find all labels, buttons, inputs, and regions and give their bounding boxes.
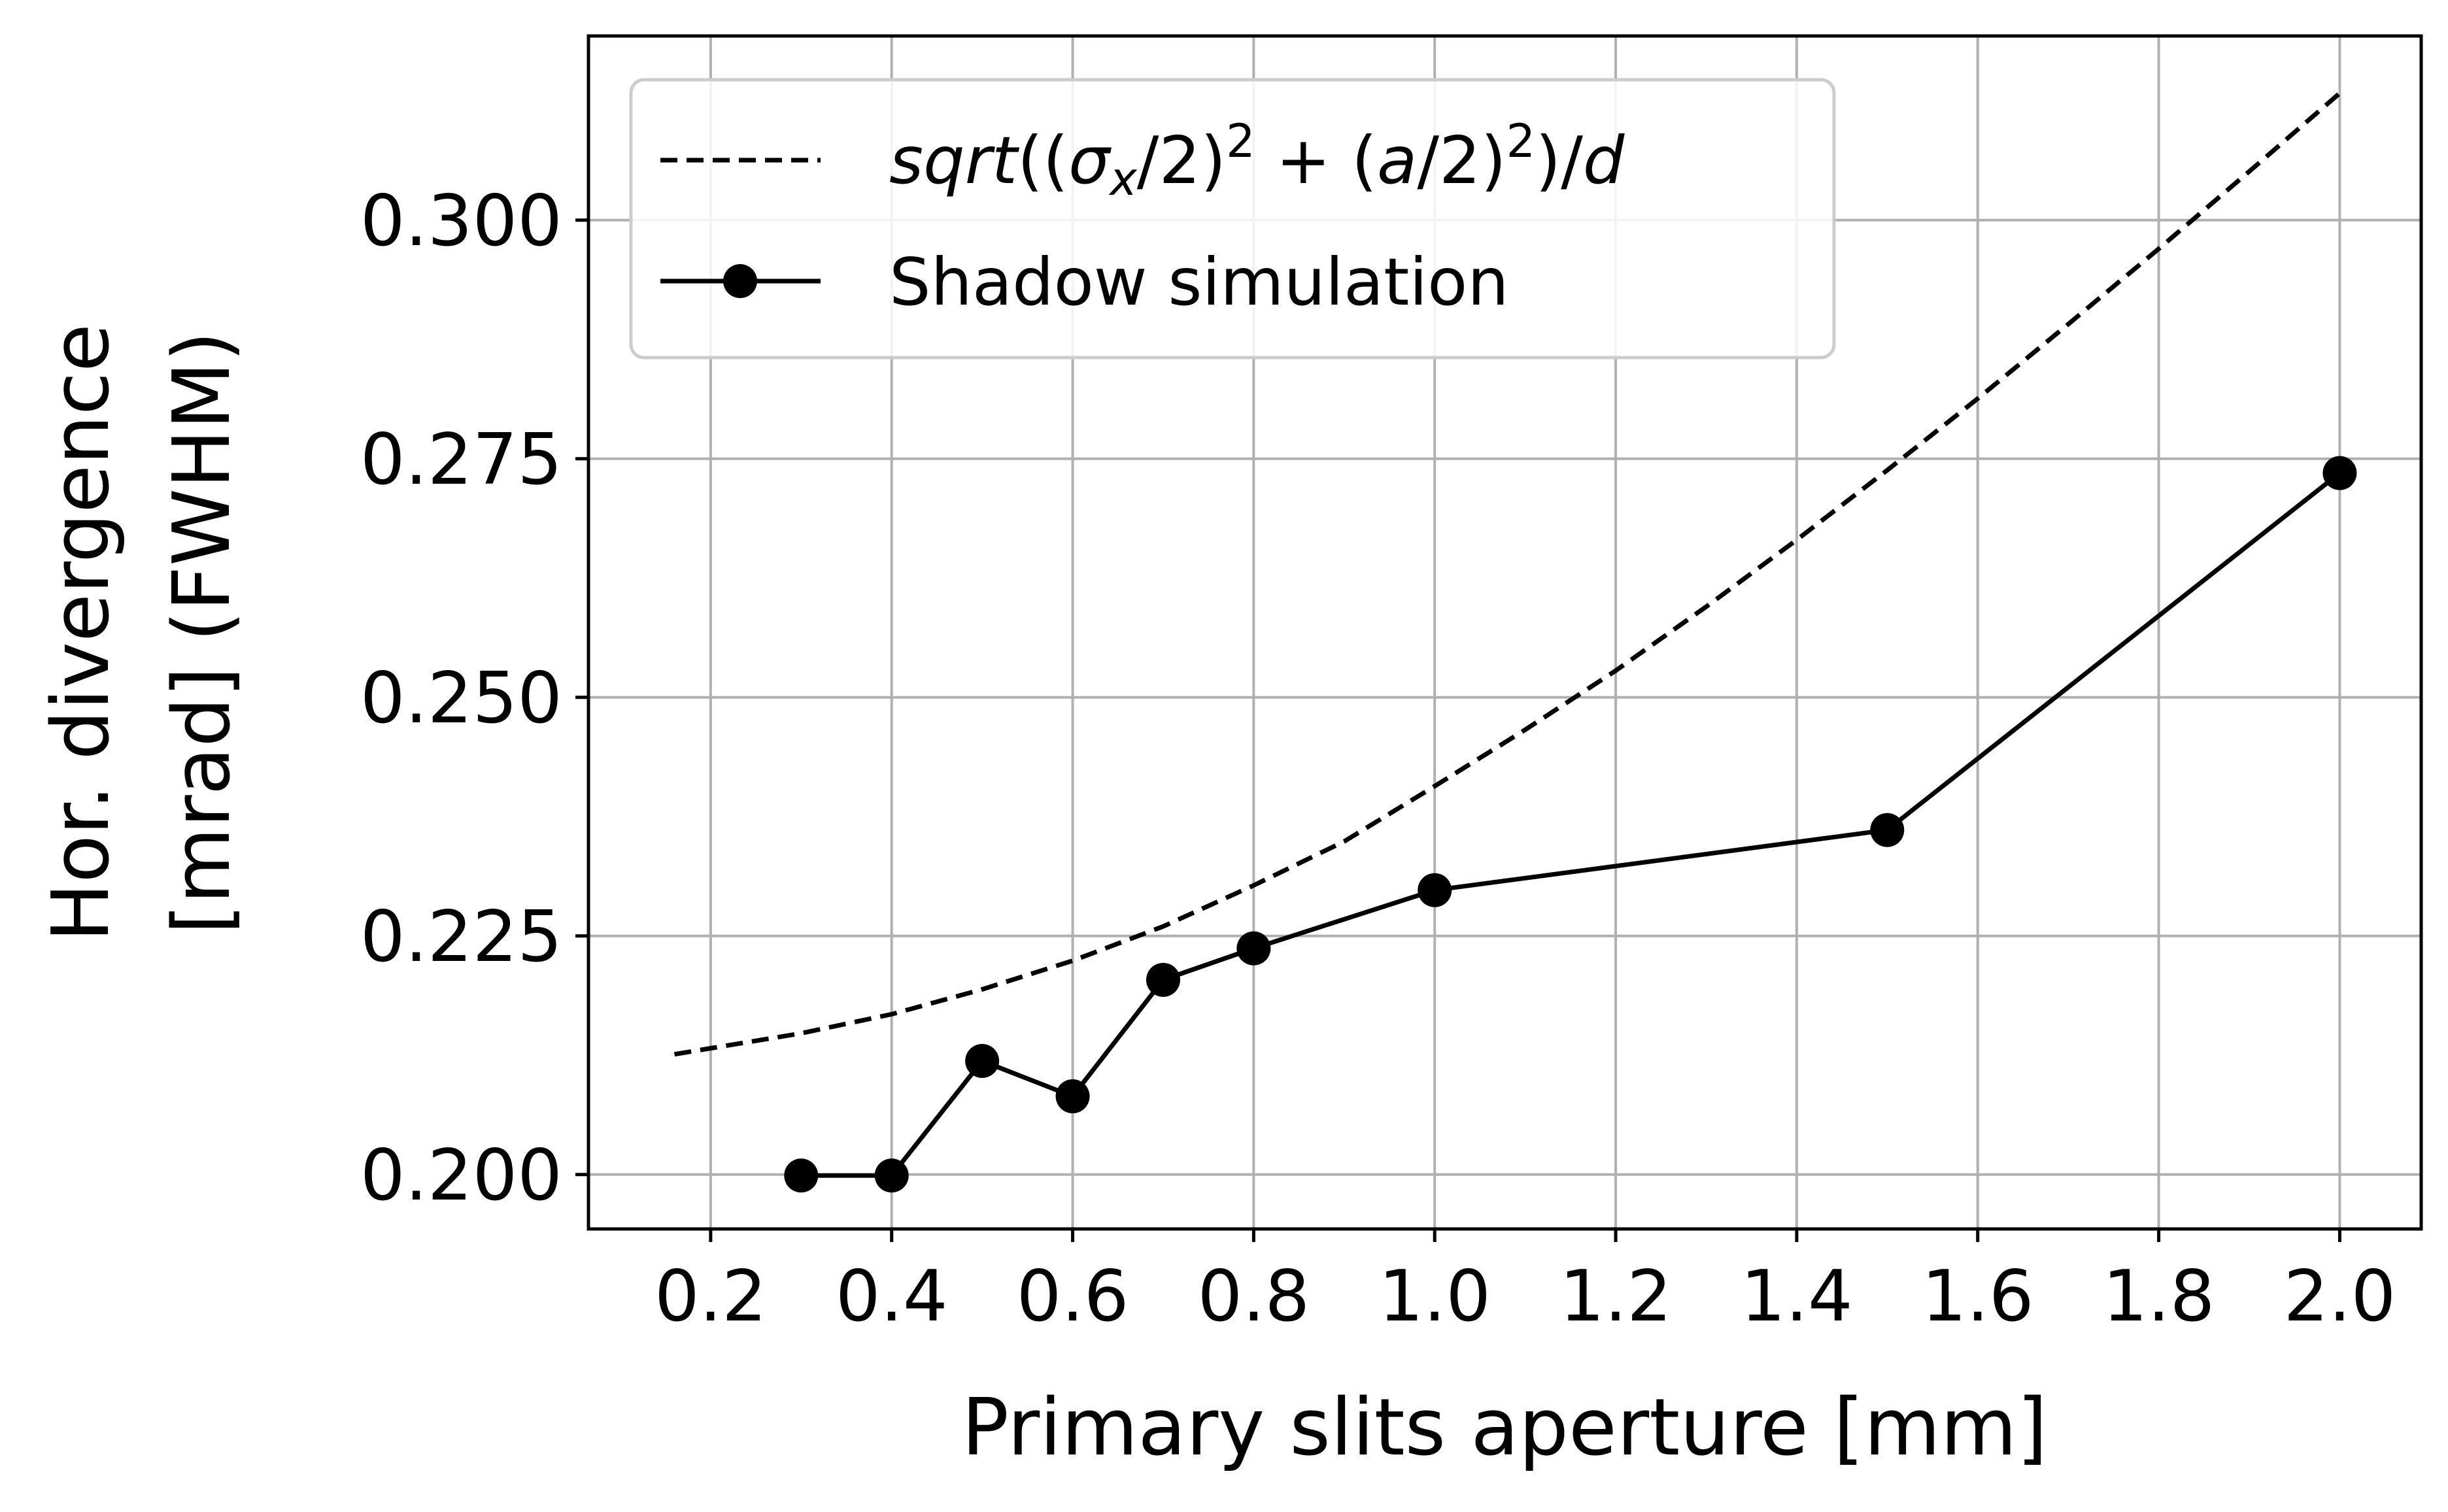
legend: sqrt((σx/2)2 + (a/2)2)/d Shadow simulati…	[629, 78, 1836, 360]
shadow-simulation-point	[1418, 873, 1452, 907]
x-tick-label: 0.2	[654, 1256, 767, 1337]
shadow-simulation-point	[1146, 962, 1180, 997]
x-tick-label: 1.0	[1378, 1256, 1491, 1337]
y-tick-label: 0.225	[360, 896, 562, 978]
x-tick-label: 0.4	[836, 1256, 948, 1337]
x-tick-label: 0.8	[1198, 1256, 1310, 1337]
x-tick-label: 1.8	[2103, 1256, 2215, 1337]
shadow-simulation-point	[874, 1158, 909, 1193]
x-tick-label: 1.2	[1559, 1256, 1672, 1337]
y-axis-label-line1: Hor. divergence	[36, 324, 127, 942]
series-layer	[673, 91, 2357, 1193]
y-tick-label: 0.200	[360, 1135, 562, 1217]
y-tick-label: 0.275	[360, 419, 562, 501]
plot-frame	[586, 34, 2423, 1231]
x-tick-label: 1.4	[1741, 1256, 1853, 1337]
x-axis-label: Primary slits aperture [mm]	[962, 1383, 2048, 1473]
x-ticks: 0.2 0.4 0.6 0.8 1.0 1.2 1.4 1.6 1.8 2.0	[654, 1229, 2396, 1337]
shadow-simulation-point	[965, 1044, 1000, 1079]
shadow-simulation-point	[2322, 456, 2357, 490]
y-tick-label: 0.250	[360, 658, 562, 739]
x-tick-label: 1.6	[1922, 1256, 2034, 1337]
model-curve-line	[673, 91, 2341, 1057]
legend-label-shadow: Shadow simulation	[889, 244, 1509, 320]
legend-box	[629, 78, 1836, 360]
legend-marker-sample	[723, 264, 757, 298]
y-tick-label: 0.300	[360, 180, 562, 262]
shadow-simulation-point	[1055, 1079, 1090, 1114]
x-tick-label: 0.6	[1017, 1256, 1129, 1337]
legend-label-model: sqrt((σx/2)2 + (a/2)2)/d	[889, 114, 1625, 206]
shadow-simulation-point	[1236, 931, 1271, 966]
shadow-simulation-point	[784, 1158, 819, 1193]
y-ticks: 0.200 0.225 0.250 0.275 0.300	[360, 180, 588, 1217]
shadow-simulation-point	[1870, 813, 1905, 847]
shadow-simulation-line	[801, 471, 2341, 1178]
y-axis-label-line2: [mrad] (FWHM)	[157, 331, 248, 935]
x-tick-label: 2.0	[2284, 1256, 2396, 1337]
